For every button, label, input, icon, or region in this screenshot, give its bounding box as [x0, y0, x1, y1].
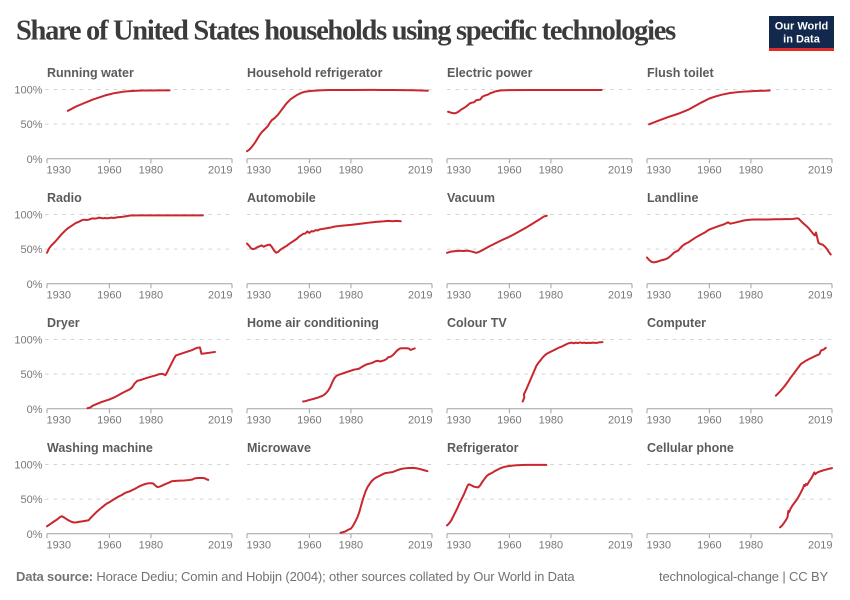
svg-text:Radio: Radio — [47, 191, 82, 205]
svg-text:Data source: Horace Dediu; Com: Data source: Horace Dediu; Comin and Hob… — [16, 569, 575, 584]
svg-text:2019: 2019 — [208, 165, 232, 177]
svg-text:1980: 1980 — [739, 540, 763, 552]
svg-text:Computer: Computer — [647, 316, 706, 330]
svg-text:1960: 1960 — [97, 415, 121, 427]
svg-text:in Data: in Data — [783, 34, 821, 46]
svg-text:2019: 2019 — [808, 540, 832, 552]
svg-text:1980: 1980 — [139, 540, 163, 552]
svg-text:1980: 1980 — [139, 165, 163, 177]
svg-text:50%: 50% — [20, 494, 42, 506]
svg-text:1930: 1930 — [47, 415, 71, 427]
svg-text:Refrigerator: Refrigerator — [447, 441, 519, 455]
svg-text:1930: 1930 — [47, 540, 71, 552]
svg-text:Household refrigerator: Household refrigerator — [247, 66, 383, 80]
svg-text:2019: 2019 — [208, 290, 232, 302]
svg-text:100%: 100% — [14, 85, 42, 97]
svg-text:1930: 1930 — [247, 290, 271, 302]
svg-text:1980: 1980 — [339, 165, 363, 177]
svg-text:1980: 1980 — [739, 415, 763, 427]
svg-text:2019: 2019 — [808, 415, 832, 427]
svg-text:1930: 1930 — [647, 415, 671, 427]
svg-text:2019: 2019 — [608, 290, 632, 302]
svg-text:1980: 1980 — [739, 165, 763, 177]
svg-text:1980: 1980 — [139, 415, 163, 427]
svg-text:1930: 1930 — [47, 290, 71, 302]
svg-text:technological-change | CC BY: technological-change | CC BY — [659, 569, 828, 584]
svg-text:1960: 1960 — [297, 290, 321, 302]
svg-text:1930: 1930 — [47, 165, 71, 177]
svg-text:1960: 1960 — [697, 540, 721, 552]
svg-text:1980: 1980 — [539, 415, 563, 427]
svg-text:0%: 0% — [27, 279, 43, 291]
svg-text:1960: 1960 — [697, 290, 721, 302]
svg-text:100%: 100% — [14, 335, 42, 347]
svg-text:0%: 0% — [27, 404, 43, 416]
svg-text:Landline: Landline — [647, 191, 698, 205]
svg-text:100%: 100% — [14, 460, 42, 472]
svg-text:2019: 2019 — [408, 540, 432, 552]
svg-text:1930: 1930 — [247, 540, 271, 552]
svg-text:Microwave: Microwave — [247, 441, 311, 455]
svg-text:Flush toilet: Flush toilet — [647, 66, 715, 80]
svg-text:1980: 1980 — [339, 415, 363, 427]
svg-text:1960: 1960 — [297, 165, 321, 177]
svg-text:2019: 2019 — [608, 540, 632, 552]
svg-text:1980: 1980 — [339, 540, 363, 552]
svg-text:1980: 1980 — [139, 290, 163, 302]
svg-text:50%: 50% — [20, 369, 42, 381]
svg-text:1960: 1960 — [497, 540, 521, 552]
svg-text:1930: 1930 — [447, 290, 471, 302]
svg-text:2019: 2019 — [208, 415, 232, 427]
svg-text:Washing machine: Washing machine — [47, 441, 153, 455]
svg-text:Running water: Running water — [47, 66, 134, 80]
svg-text:1960: 1960 — [497, 290, 521, 302]
svg-text:50%: 50% — [20, 119, 42, 131]
svg-text:50%: 50% — [20, 244, 42, 256]
svg-text:2019: 2019 — [408, 290, 432, 302]
svg-text:1930: 1930 — [647, 165, 671, 177]
svg-text:1930: 1930 — [647, 540, 671, 552]
svg-text:1960: 1960 — [297, 540, 321, 552]
svg-text:Dryer: Dryer — [47, 316, 80, 330]
svg-text:1930: 1930 — [447, 415, 471, 427]
svg-text:1980: 1980 — [339, 290, 363, 302]
svg-text:Share of United States househo: Share of United States households using … — [16, 16, 676, 47]
svg-text:2019: 2019 — [808, 290, 832, 302]
svg-text:Our World: Our World — [775, 21, 829, 33]
svg-text:1930: 1930 — [247, 415, 271, 427]
svg-text:Automobile: Automobile — [247, 191, 316, 205]
svg-text:0%: 0% — [27, 529, 43, 541]
svg-text:1960: 1960 — [97, 165, 121, 177]
svg-text:1960: 1960 — [497, 165, 521, 177]
svg-text:Colour TV: Colour TV — [447, 316, 507, 330]
svg-text:Vacuum: Vacuum — [447, 191, 495, 205]
svg-text:1980: 1980 — [539, 290, 563, 302]
svg-text:2019: 2019 — [208, 540, 232, 552]
svg-text:2019: 2019 — [808, 165, 832, 177]
svg-text:Electric power: Electric power — [447, 66, 533, 80]
svg-text:2019: 2019 — [408, 165, 432, 177]
svg-text:1960: 1960 — [97, 290, 121, 302]
svg-text:1960: 1960 — [297, 415, 321, 427]
svg-text:1960: 1960 — [697, 415, 721, 427]
svg-text:Cellular phone: Cellular phone — [647, 441, 734, 455]
svg-text:1980: 1980 — [539, 165, 563, 177]
svg-text:1930: 1930 — [447, 165, 471, 177]
svg-text:2019: 2019 — [408, 415, 432, 427]
svg-text:2019: 2019 — [608, 165, 632, 177]
svg-text:0%: 0% — [27, 154, 43, 166]
svg-text:1980: 1980 — [739, 290, 763, 302]
svg-text:1960: 1960 — [97, 540, 121, 552]
svg-text:1930: 1930 — [247, 165, 271, 177]
svg-text:1960: 1960 — [697, 165, 721, 177]
svg-text:100%: 100% — [14, 210, 42, 222]
svg-text:1960: 1960 — [497, 415, 521, 427]
svg-text:1980: 1980 — [539, 540, 563, 552]
svg-text:1930: 1930 — [447, 540, 471, 552]
svg-text:1930: 1930 — [647, 290, 671, 302]
svg-text:Home air conditioning: Home air conditioning — [247, 316, 379, 330]
svg-text:2019: 2019 — [608, 415, 632, 427]
